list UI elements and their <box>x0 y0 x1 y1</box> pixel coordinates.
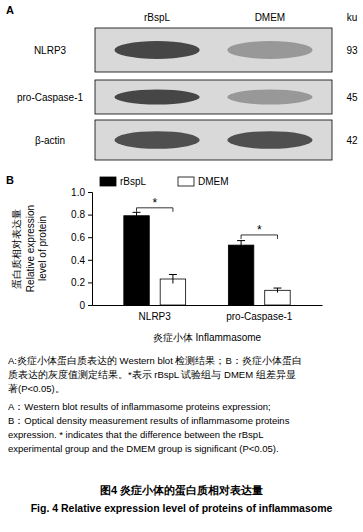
caption-line: B：Optical density measurement results of… <box>8 415 290 426</box>
unit-label: ku <box>347 12 358 23</box>
y-axis: 0 0.2 0.4 0.6 0.8 1.0 <box>71 187 92 311</box>
caption-line: 著(P<0.05)。 <box>8 383 65 394</box>
x-tick: NLRP3 <box>139 305 172 322</box>
figure: ArBspL DMEM ku NLRP3 93 pro-Caspase-1 45 β-acti… <box>0 0 363 532</box>
significance-label: * <box>152 196 157 210</box>
legend-label: rBspL <box>120 176 147 187</box>
x-tick-label: pro-Caspase-1 <box>226 311 293 322</box>
y-tick-mark <box>88 215 92 216</box>
y-tick-mark <box>88 282 92 283</box>
error-line <box>136 212 137 219</box>
plot-area <box>124 208 290 305</box>
y-tick: 0.4 <box>71 254 92 265</box>
y-axis-title: 蛋白质相对表达量 <box>11 209 22 289</box>
caption-line: A:炎症小体蛋白质表达的 Western blot 检测结果；B：炎症小体蛋白 <box>8 355 302 366</box>
blot-band <box>114 41 199 59</box>
error-bar <box>237 241 245 250</box>
y-tick-mark <box>88 260 92 261</box>
caption-line: A：Western blot results of inflammasome p… <box>8 401 271 412</box>
y-axis-title: level of protein <box>37 216 48 281</box>
y-tick-label: 0 <box>79 300 85 311</box>
legend-swatch <box>100 177 116 186</box>
significance-label: * <box>257 223 262 237</box>
figure-title-en: Fig. 4 Relative expression level of prot… <box>31 502 333 514</box>
panel-label: A <box>6 4 14 16</box>
x-axis-title: 炎症小体 Inflammasome <box>153 332 262 343</box>
legend-swatch <box>178 177 194 186</box>
size-label: 45 <box>346 92 358 103</box>
y-axis-title: Relative expression <box>25 205 36 292</box>
error-bar <box>273 288 281 293</box>
size-label: 42 <box>346 135 358 146</box>
column-header: rBspL <box>144 12 171 23</box>
x-axis: NLRP3 pro-Caspase-1 <box>93 305 323 322</box>
blot-box <box>95 120 332 160</box>
y-tick: 0.2 <box>71 277 92 288</box>
error-line <box>241 241 242 250</box>
panel-label: B <box>6 174 14 186</box>
size-label: 93 <box>346 45 358 56</box>
y-tick: 0 <box>79 300 92 311</box>
blot-box <box>95 80 332 114</box>
blot-band <box>227 90 312 105</box>
error-bar <box>133 212 141 219</box>
y-tick-label: 0.2 <box>71 277 85 288</box>
error-cap <box>273 288 281 289</box>
y-tick-label: 0.6 <box>71 232 85 243</box>
row-label: pro-Caspase-1 <box>17 92 84 103</box>
figure-title: 图4 炎症小体的蛋白质相对表达量 <box>100 484 263 497</box>
x-axis-line <box>93 305 323 306</box>
chart-panel: BrBspL DMEM * * 0 0.2 0.4 0.6 0.8 1.0 NLRP3 pro-Cas… <box>6 174 323 343</box>
blot-band <box>227 41 312 59</box>
blot-band <box>114 90 199 105</box>
y-tick-mark <box>88 305 92 306</box>
bar <box>228 245 253 305</box>
blot-band <box>114 131 199 149</box>
caption-line: 质表达的灰度值测定结果。*表示 rBspL 试验组与 DMEM 组差异显 <box>8 369 296 380</box>
caption-line: expression. * indicates that the differe… <box>8 429 263 440</box>
caption: A:炎症小体蛋白质表达的 Western blot 检测结果；B：炎症小体蛋白质… <box>8 355 332 514</box>
blot-band <box>227 131 312 149</box>
error-cap <box>133 212 141 213</box>
y-tick-mark <box>88 237 92 238</box>
y-tick: 1.0 <box>71 187 92 198</box>
y-tick-label: 0.4 <box>71 254 85 265</box>
error-line <box>277 288 278 293</box>
caption-line: experimental group and the DMEM group is… <box>8 443 279 454</box>
row-label: NLRP3 <box>34 45 67 56</box>
y-axis-line <box>88 193 93 306</box>
x-tick-label: NLRP3 <box>139 311 172 322</box>
y-tick-label: 0.8 <box>71 209 85 220</box>
blot-panel: ArBspL DMEM ku NLRP3 93 pro-Caspase-1 45 β-acti… <box>6 4 358 160</box>
blot-box <box>95 28 332 72</box>
row-label: β-actin <box>35 135 65 146</box>
y-tick-mark <box>88 192 92 193</box>
legend-label: DMEM <box>198 176 229 187</box>
y-tick-label: 1.0 <box>71 187 85 198</box>
bar <box>124 216 149 305</box>
x-tick: pro-Caspase-1 <box>226 305 293 322</box>
y-tick: 0.6 <box>71 232 92 243</box>
error-cap <box>169 274 177 275</box>
error-bar <box>169 274 177 283</box>
column-header: DMEM <box>255 12 286 23</box>
error-cap <box>237 240 245 241</box>
y-tick: 0.8 <box>71 209 92 220</box>
error-line <box>172 274 173 283</box>
